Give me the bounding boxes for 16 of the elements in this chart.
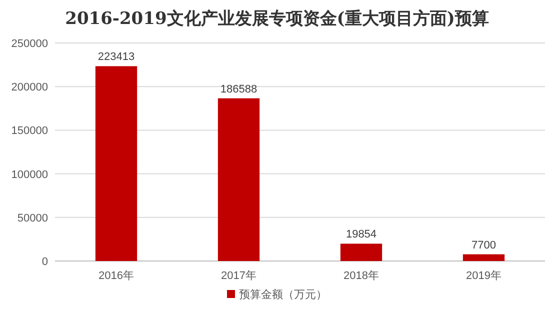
title: 2016-2019文化产业发展专项资金(重大项目方面)预算	[65, 9, 489, 29]
legend: 预算金额（万元）	[239, 289, 327, 301]
ytick: 0	[42, 256, 48, 268]
ytick: 250000	[11, 38, 48, 50]
ytick: 200000	[11, 82, 48, 94]
xtick: 2019年	[466, 270, 502, 282]
ytick: 150000	[11, 125, 48, 138]
data-label: 223413	[98, 51, 135, 64]
xtick: 2016年	[98, 270, 134, 282]
ytick: 50000	[17, 212, 48, 224]
xtick: 2017年	[221, 270, 256, 282]
ytick: 100000	[11, 168, 48, 181]
data-label: 186588	[220, 83, 258, 96]
data-label: 7700	[472, 239, 496, 252]
data-label: 19854	[346, 228, 377, 241]
xtick: 2018年	[344, 270, 379, 282]
